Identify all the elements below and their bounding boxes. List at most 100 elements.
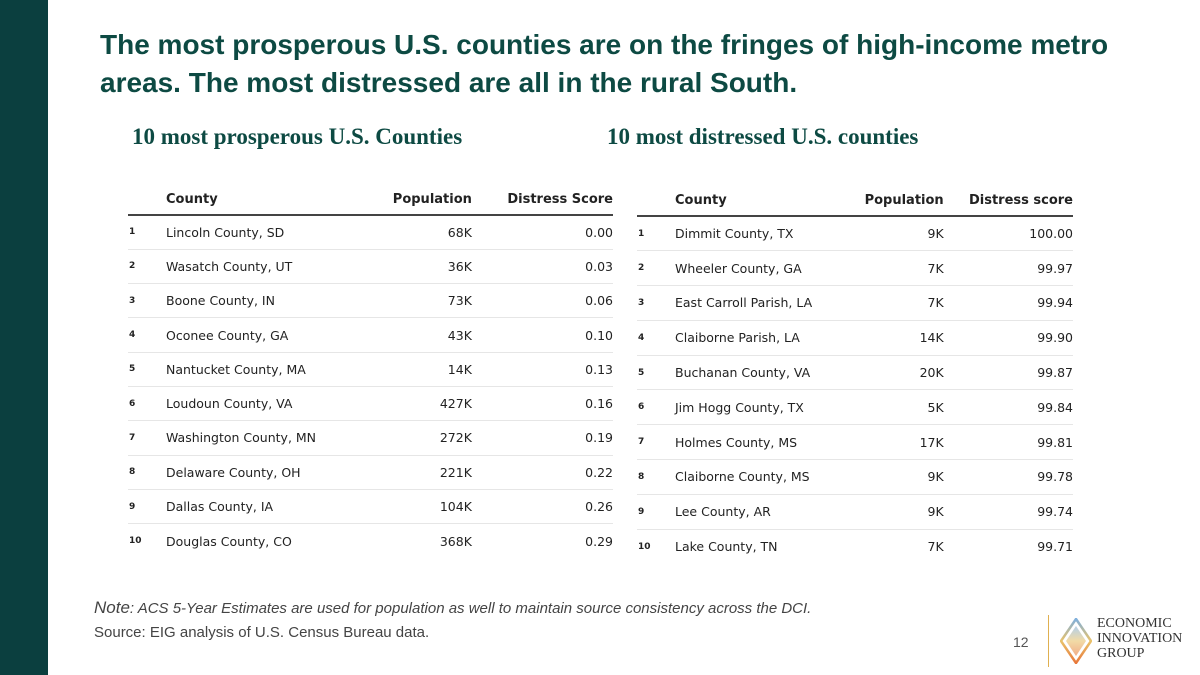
header-row: County Population Distress score xyxy=(637,186,1073,217)
rank-cell: 2 xyxy=(128,249,166,285)
table-row: 2 Wasatch County, UT 36K 0.03 xyxy=(128,249,613,285)
page-number: 12 xyxy=(1013,634,1029,650)
county-cell: Nantucket County, MA xyxy=(166,352,367,387)
rank-cell: 9 xyxy=(128,489,166,525)
county-cell: Wheeler County, GA xyxy=(675,250,846,287)
table-row: 8 Claiborne County, MS 9K 99.78 xyxy=(637,459,1073,495)
logo-line: INNOVATION xyxy=(1097,631,1183,646)
population-cell: 368K xyxy=(439,533,472,549)
rank-cell: 7 xyxy=(128,420,166,456)
distress-score-cell: 0.26 xyxy=(471,489,613,525)
distress-score-cell: 0.16 xyxy=(471,386,613,422)
note-label: Note xyxy=(94,598,130,617)
divider xyxy=(1048,615,1049,667)
county-cell: Claiborne Parish, LA xyxy=(675,320,846,356)
rank-cell: 5 xyxy=(128,352,166,387)
distress-score-cell: 99.97 xyxy=(943,250,1073,287)
rank-cell: 8 xyxy=(128,455,166,490)
county-cell: Dimmit County, TX xyxy=(675,216,846,252)
rank-cell: 3 xyxy=(128,283,166,319)
table-row: 9 Lee County, AR 9K 99.74 xyxy=(637,494,1073,530)
rank-cell: 1 xyxy=(637,216,675,252)
population-cell: 20K xyxy=(845,355,944,391)
rank-cell: 10 xyxy=(129,536,142,547)
logo-line: GROUP xyxy=(1097,646,1145,661)
table-row: 7 Washington County, MN 272K 0.19 xyxy=(128,420,613,456)
rank-cell: 1 xyxy=(128,215,166,250)
rank-cell: 6 xyxy=(637,389,675,426)
population-cell: 427K xyxy=(366,386,472,422)
population-cell: 9K xyxy=(845,459,944,495)
source-text: Source: EIG analysis of U.S. Census Bure… xyxy=(94,624,430,641)
slide-title: The most prosperous U.S. counties are on… xyxy=(100,29,1109,98)
distress-score-cell: 99.90 xyxy=(943,320,1073,356)
distress-score-cell: 100.00 xyxy=(943,216,1073,252)
sidebar-band xyxy=(0,0,48,675)
county-cell: Lake County, TN xyxy=(675,539,778,555)
distress-score-cell: 99.87 xyxy=(943,355,1073,391)
distress-score-cell: 0.13 xyxy=(471,352,613,387)
county-cell: Douglas County, CO xyxy=(166,533,292,549)
population-cell: 17K xyxy=(845,424,944,461)
population-cell: 73K xyxy=(366,283,472,319)
table-row: 8 Delaware County, OH 221K 0.22 xyxy=(128,455,613,490)
county-cell: Lincoln County, SD xyxy=(166,215,367,250)
table-row: 3 East Carroll Parish, LA 7K 99.94 xyxy=(637,285,1073,321)
population-cell: 9K xyxy=(845,494,944,530)
population-cell: 272K xyxy=(366,420,472,456)
population-cell: 14K xyxy=(845,320,944,356)
table-row: 5 Buchanan County, VA 20K 99.87 xyxy=(637,355,1073,391)
population-cell: 68K xyxy=(366,215,472,250)
rank-cell: 4 xyxy=(637,320,675,356)
table-row: 1 Dimmit County, TX 9K 100.00 xyxy=(637,216,1073,252)
table-row: 5 Nantucket County, MA 14K 0.13 xyxy=(128,352,613,387)
population-cell: 43K xyxy=(366,317,472,353)
rank-cell: 8 xyxy=(637,459,675,495)
distress-score-cell: 99.94 xyxy=(943,285,1073,321)
rank-cell: 7 xyxy=(637,424,675,461)
county-cell: Lee County, AR xyxy=(675,494,846,530)
population-cell: 9K xyxy=(845,216,944,252)
table-row: 9 Dallas County, IA 104K 0.26 xyxy=(128,489,613,525)
header-row: County Population Distress Score xyxy=(128,185,613,216)
county-cell: Claiborne County, MS xyxy=(675,459,846,495)
distress-score-cell: 0.03 xyxy=(471,249,613,285)
column-header: Distress Score xyxy=(471,185,613,216)
rank-cell: 9 xyxy=(637,494,675,530)
table-row: 2 Wheeler County, GA 7K 99.97 xyxy=(637,250,1073,287)
distressed-counties-table: County Population Distress score 1 Dimmit Co… xyxy=(637,186,1073,564)
population-cell: 36K xyxy=(366,249,472,285)
prosperous-counties-table: County Population Distress Score 1 Lincoln C… xyxy=(128,185,613,558)
distress-score-cell: 99.84 xyxy=(943,389,1073,426)
table-row: 3 Boone County, IN 73K 0.06 xyxy=(128,283,613,319)
county-cell: Buchanan County, VA xyxy=(675,355,846,391)
rank-cell: 3 xyxy=(637,285,675,321)
table-row: 4 Claiborne Parish, LA 14K 99.90 xyxy=(637,320,1073,356)
rank-cell: 6 xyxy=(128,386,166,422)
note-text: : ACS 5-Year Estimates are used for popu… xyxy=(129,600,812,617)
population-cell: 14K xyxy=(366,352,472,387)
distress-score-cell: 0.19 xyxy=(471,420,613,456)
population-cell: 7K xyxy=(927,539,944,555)
population-cell: 7K xyxy=(845,250,944,287)
column-header: County xyxy=(675,186,846,217)
table-row: 10 Douglas County, CO 368K 0.29 xyxy=(128,524,613,558)
eig-logo-icon xyxy=(1060,618,1092,664)
county-cell: Jim Hogg County, TX xyxy=(675,389,846,426)
logo-line: ECONOMIC xyxy=(1097,616,1172,631)
table-row: 6 Loudoun County, VA 427K 0.16 xyxy=(128,386,613,422)
table-row: 10 Lake County, TN 7K 99.71 xyxy=(637,529,1073,564)
population-cell: 5K xyxy=(845,389,944,426)
distress-score-cell: 99.71 xyxy=(1037,539,1073,555)
county-cell: Oconee County, GA xyxy=(166,317,367,353)
left-table-heading: 10 most prosperous U.S. Counties xyxy=(132,124,463,149)
column-header: Distress score xyxy=(943,186,1073,217)
column-header: County xyxy=(166,185,367,216)
right-table-heading: 10 most distressed U.S. counties xyxy=(607,124,919,149)
table-row: 1 Lincoln County, SD 68K 0.00 xyxy=(128,215,613,250)
distress-score-cell: 0.10 xyxy=(471,317,613,353)
distress-score-cell: 99.81 xyxy=(943,424,1073,461)
distress-score-cell: 0.00 xyxy=(471,215,613,250)
rank-cell: 4 xyxy=(128,317,166,353)
table-row: 6 Jim Hogg County, TX 5K 99.84 xyxy=(637,389,1073,426)
